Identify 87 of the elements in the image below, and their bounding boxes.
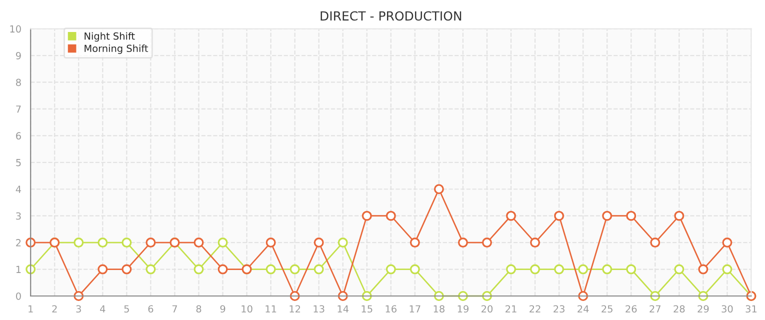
x-tick-label: 18 bbox=[434, 305, 444, 313]
point bbox=[362, 210, 372, 221]
point bbox=[386, 210, 396, 221]
point bbox=[410, 264, 420, 274]
x-tick-label: 9 bbox=[220, 305, 226, 313]
point bbox=[98, 264, 108, 274]
x-tick-label: 1 bbox=[28, 305, 33, 312]
x-tick-label: 17 bbox=[410, 305, 420, 312]
x-tick-label: 23 bbox=[554, 305, 564, 313]
x-tick-label: 5 bbox=[124, 305, 129, 313]
x-tick-label: 25 bbox=[602, 305, 612, 313]
point bbox=[266, 264, 276, 274]
y-tick-label: 10 bbox=[10, 25, 21, 33]
x-tick-label: 21 bbox=[506, 305, 516, 312]
point bbox=[122, 238, 132, 248]
x-tick-label: 19 bbox=[458, 305, 468, 313]
point bbox=[554, 264, 564, 274]
x-tick-label: 20 bbox=[482, 305, 493, 313]
y-tick-label: 9 bbox=[16, 52, 21, 60]
x-tick-label: 10 bbox=[242, 305, 252, 313]
x-tick-label: 6 bbox=[148, 305, 154, 313]
point bbox=[674, 210, 684, 221]
x-tick-label: 31 bbox=[746, 305, 757, 313]
point bbox=[626, 264, 636, 274]
x-tick-label: 8 bbox=[196, 305, 202, 313]
y-tick-label: 7 bbox=[16, 106, 21, 113]
x-tick-label: 28 bbox=[674, 305, 685, 313]
point bbox=[458, 238, 468, 248]
x-tick-label: 2 bbox=[52, 305, 57, 312]
point bbox=[434, 184, 444, 194]
y-tick-label: 3 bbox=[16, 212, 21, 220]
point bbox=[626, 210, 636, 221]
point bbox=[578, 264, 588, 274]
y-tick-label: 0 bbox=[16, 292, 21, 300]
x-tick-label: 15 bbox=[362, 305, 372, 313]
point bbox=[74, 238, 84, 248]
x-tick-label: 4 bbox=[100, 305, 106, 312]
y-tick-label: 6 bbox=[16, 132, 21, 140]
point bbox=[722, 264, 732, 274]
x-tick-label: 24 bbox=[578, 305, 589, 312]
point bbox=[506, 264, 516, 274]
point bbox=[218, 238, 228, 248]
point bbox=[98, 238, 108, 248]
y-tick-label: 2 bbox=[16, 239, 21, 246]
x-tick-label: 29 bbox=[698, 305, 709, 313]
x-tick-label: 26 bbox=[626, 305, 637, 313]
point bbox=[146, 238, 156, 248]
point bbox=[218, 264, 228, 274]
point bbox=[602, 264, 612, 274]
x-tick-label: 14 bbox=[338, 305, 349, 312]
point bbox=[530, 238, 540, 248]
point bbox=[314, 264, 324, 274]
x-tick-label: 3 bbox=[76, 305, 81, 313]
y-tick-label: 4 bbox=[16, 186, 22, 193]
point bbox=[290, 264, 300, 274]
y-tick-label: 8 bbox=[16, 78, 21, 86]
x-tick-label: 13 bbox=[314, 305, 324, 313]
point bbox=[314, 238, 324, 248]
point bbox=[602, 210, 612, 221]
point bbox=[386, 264, 396, 274]
point bbox=[146, 264, 156, 274]
point bbox=[338, 238, 348, 248]
point bbox=[194, 264, 204, 274]
point bbox=[554, 210, 564, 221]
point bbox=[122, 264, 132, 274]
point bbox=[194, 238, 204, 248]
x-tick-label: 30 bbox=[722, 305, 733, 313]
point bbox=[650, 238, 660, 248]
legend-label: Night Shift bbox=[84, 32, 135, 42]
point bbox=[698, 264, 708, 274]
y-tick-label: 1 bbox=[16, 266, 21, 273]
x-tick-label: 22 bbox=[530, 305, 540, 312]
chart-title: DIRECT - PRODUCTION bbox=[320, 11, 462, 21]
x-tick-label: 7 bbox=[172, 305, 177, 312]
x-tick-label: 12 bbox=[290, 305, 300, 312]
point bbox=[266, 238, 276, 248]
y-tick-label: 5 bbox=[16, 159, 21, 166]
point bbox=[530, 264, 540, 274]
point bbox=[722, 238, 732, 248]
point bbox=[482, 238, 492, 248]
point bbox=[410, 238, 420, 248]
point bbox=[506, 210, 516, 221]
x-tick-label: 27 bbox=[650, 305, 660, 312]
x-tick-label: 16 bbox=[386, 305, 396, 313]
legend-label: Morning Shift bbox=[84, 44, 148, 54]
point bbox=[674, 264, 684, 274]
x-tick-label: 11 bbox=[266, 305, 276, 312]
